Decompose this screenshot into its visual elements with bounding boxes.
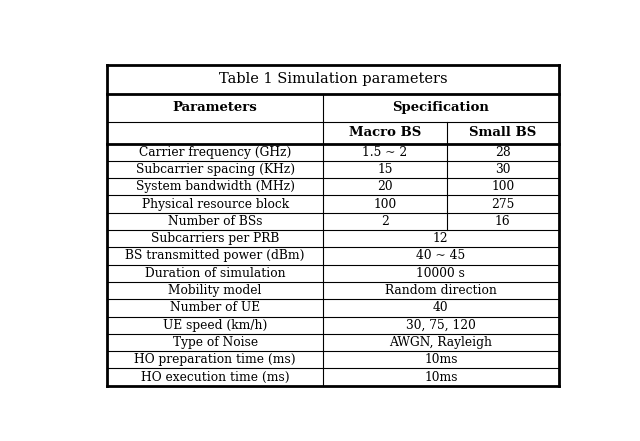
Text: System bandwidth (MHz): System bandwidth (MHz) (136, 180, 294, 193)
Text: 100: 100 (492, 180, 515, 193)
Text: Carrier frequency (GHz): Carrier frequency (GHz) (139, 146, 291, 159)
Text: 15: 15 (378, 163, 393, 176)
Text: Table 1 Simulation parameters: Table 1 Simulation parameters (219, 72, 447, 86)
Text: Specification: Specification (392, 101, 489, 114)
Text: 30: 30 (495, 163, 511, 176)
Text: UE speed (km/h): UE speed (km/h) (163, 319, 268, 332)
Text: Subcarrier spacing (KHz): Subcarrier spacing (KHz) (136, 163, 295, 176)
Text: Small BS: Small BS (469, 126, 536, 139)
Text: 10ms: 10ms (424, 353, 458, 366)
Text: HO execution time (ms): HO execution time (ms) (141, 370, 289, 384)
Text: 40: 40 (433, 301, 449, 314)
Text: Parameters: Parameters (173, 101, 257, 114)
Text: 20: 20 (377, 180, 393, 193)
Text: Type of Noise: Type of Noise (173, 336, 258, 349)
Text: AWGN, Rayleigh: AWGN, Rayleigh (389, 336, 492, 349)
Text: Duration of simulation: Duration of simulation (145, 267, 285, 280)
Text: 10000 s: 10000 s (417, 267, 465, 280)
Text: 1.5 ~ 2: 1.5 ~ 2 (362, 146, 408, 159)
Text: Macro BS: Macro BS (349, 126, 421, 139)
Text: HO preparation time (ms): HO preparation time (ms) (134, 353, 296, 366)
Text: Number of BSs: Number of BSs (168, 215, 262, 228)
Text: 40 ~ 45: 40 ~ 45 (416, 250, 465, 262)
Text: Physical resource block: Physical resource block (141, 198, 289, 211)
Text: 16: 16 (495, 215, 511, 228)
Text: Mobility model: Mobility model (168, 284, 262, 297)
Text: 28: 28 (495, 146, 511, 159)
Text: Number of UE: Number of UE (170, 301, 260, 314)
Text: 100: 100 (373, 198, 397, 211)
Text: 30, 75, 120: 30, 75, 120 (406, 319, 476, 332)
Text: Random direction: Random direction (385, 284, 497, 297)
Text: BS transmitted power (dBm): BS transmitted power (dBm) (125, 250, 305, 262)
Text: 275: 275 (491, 198, 515, 211)
Text: 12: 12 (433, 232, 449, 245)
Text: 10ms: 10ms (424, 370, 458, 384)
Text: Subcarriers per PRB: Subcarriers per PRB (151, 232, 279, 245)
Text: 2: 2 (381, 215, 389, 228)
